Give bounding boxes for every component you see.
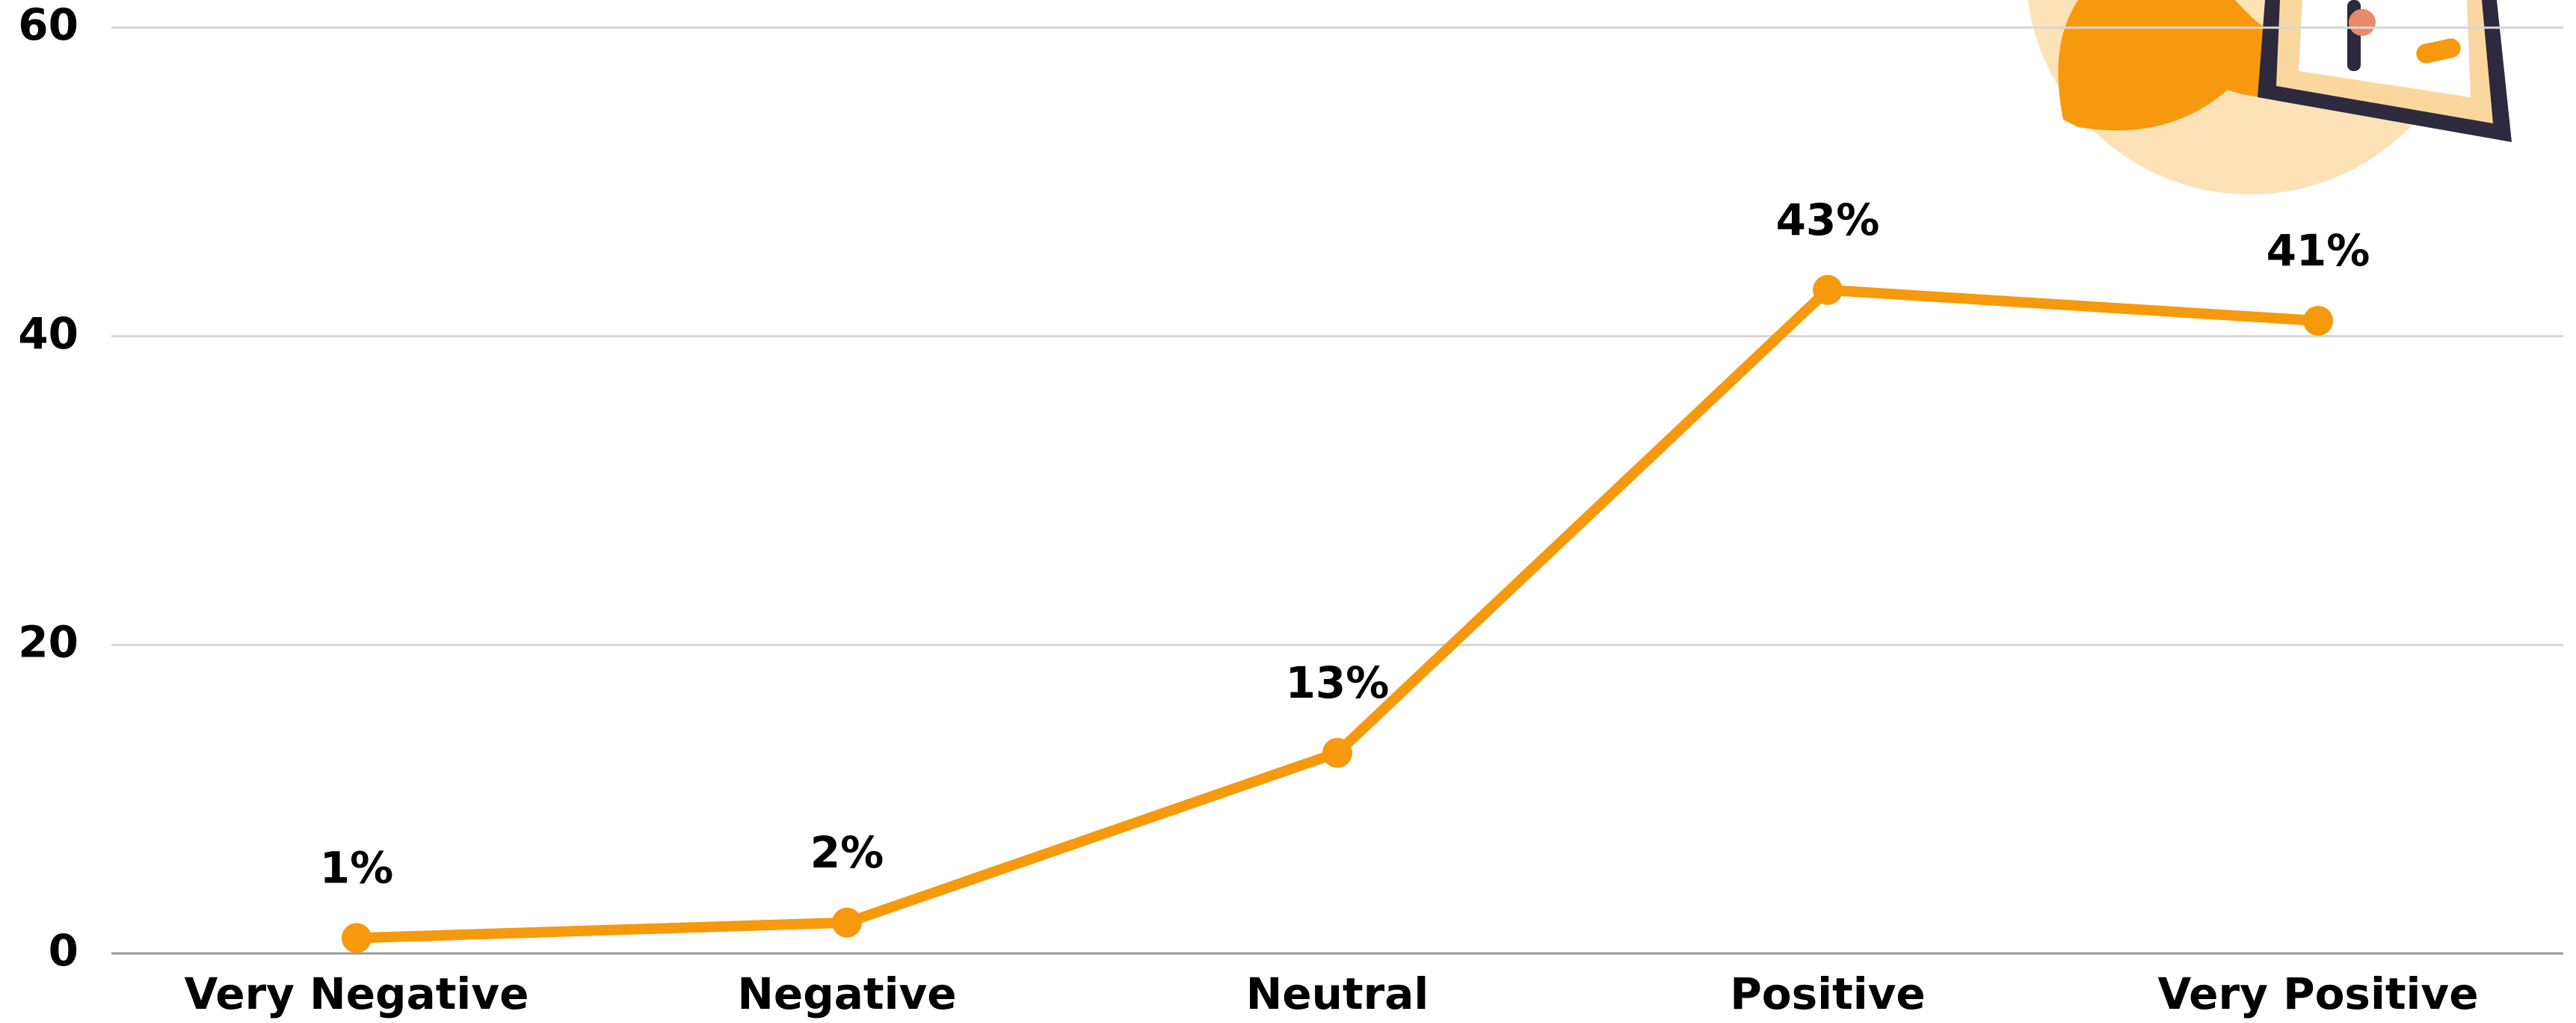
point	[1813, 274, 1843, 305]
data-label: 41%	[2267, 225, 2370, 276]
data-label: 43%	[1776, 194, 1880, 245]
line	[356, 284, 2319, 944]
y-tick-label: 40	[18, 308, 78, 359]
x-tick-label: Very Positive	[2157, 968, 2478, 1019]
x-tick-label: Neutral	[1246, 968, 1429, 1019]
y-tick-label: 20	[18, 616, 78, 667]
data-label: 13%	[1286, 657, 1390, 708]
point	[342, 923, 372, 953]
data-label: 2%	[810, 827, 884, 878]
data-label: 1%	[320, 842, 393, 893]
x-tick-label: Negative	[737, 968, 956, 1019]
x-tick-label: Very Negative	[185, 968, 529, 1019]
x-tick-label: Positive	[1730, 968, 1926, 1019]
y-tick-label: 0	[49, 925, 78, 976]
point	[1322, 737, 1352, 768]
point	[2303, 306, 2333, 337]
y-tick-label: 60	[18, 0, 78, 50]
illustration	[2027, 0, 2512, 194]
point	[832, 907, 862, 938]
